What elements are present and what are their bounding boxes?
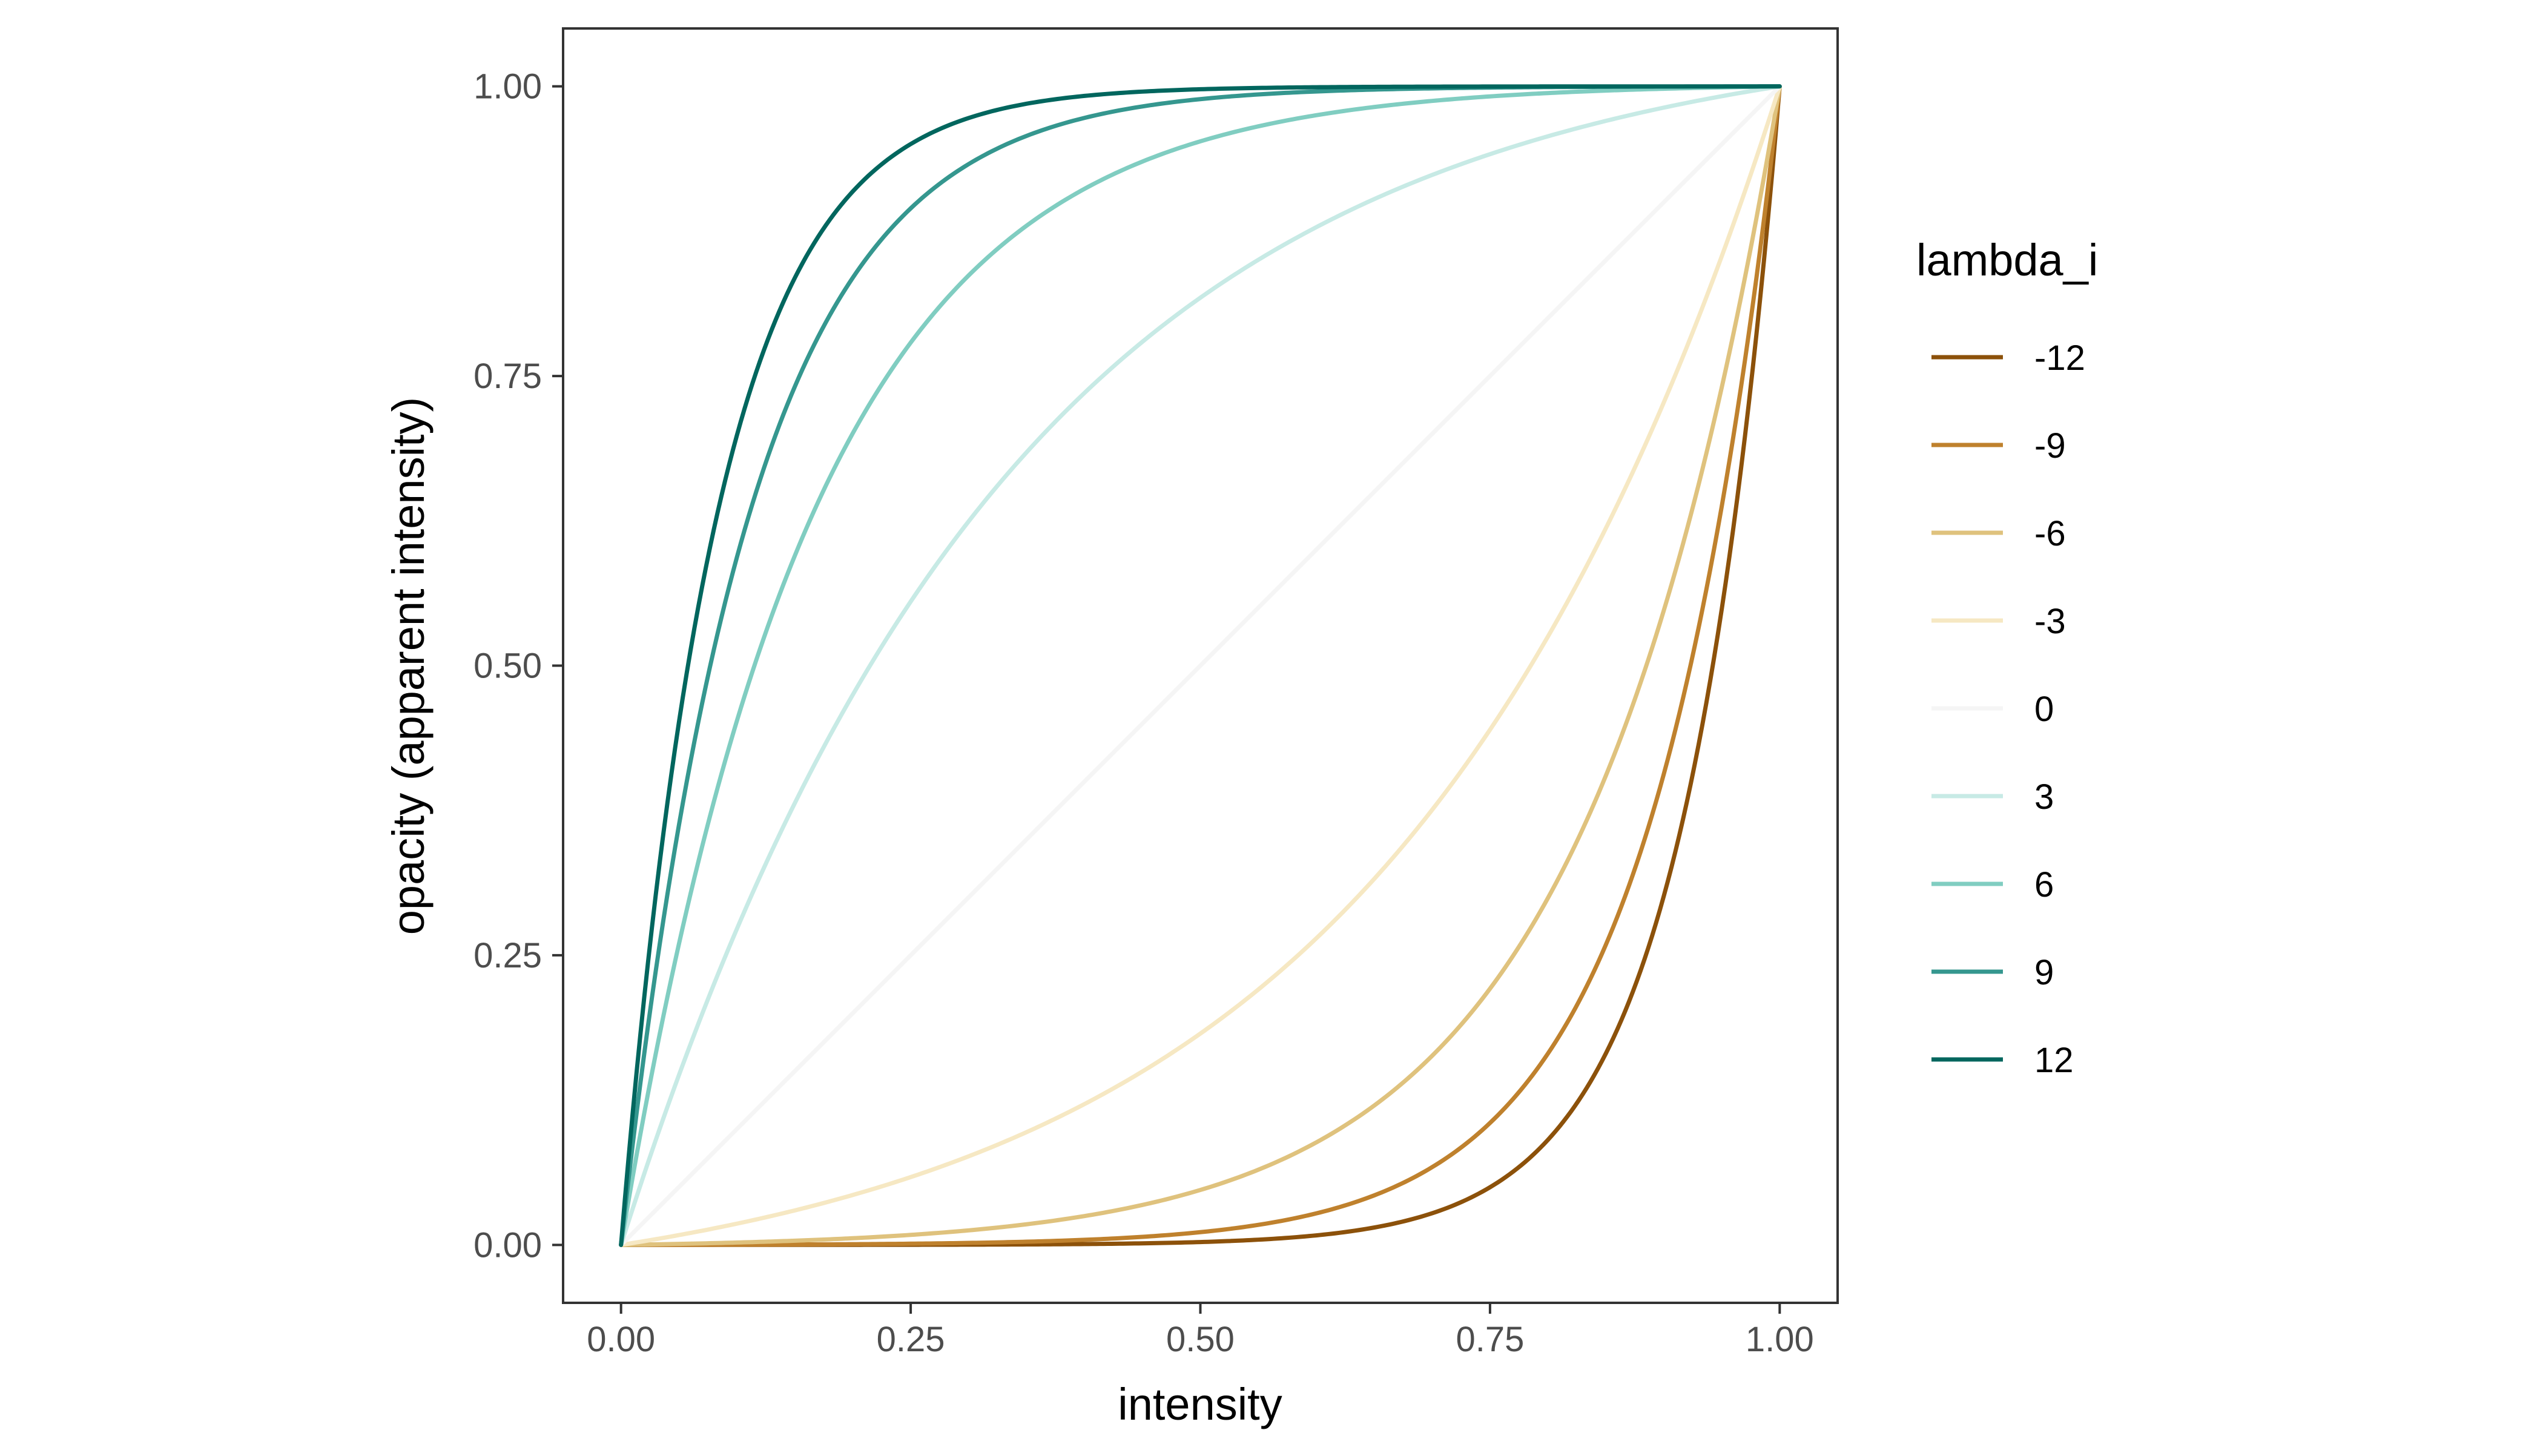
series-line-12 — [619, 84, 1782, 1247]
y-axis-title: opacity (apparent intensity) — [383, 397, 434, 935]
legend-label-9: 9 — [2034, 953, 2054, 992]
y-tick-label: 1.00 — [473, 67, 542, 107]
y-tick-label: 0.00 — [473, 1225, 542, 1265]
legend-label--12: -12 — [2034, 338, 2085, 378]
plot-layer — [619, 84, 1782, 1247]
legend-title: lambda_i — [1916, 235, 2098, 285]
legend-label-0: 0 — [2034, 690, 2054, 729]
x-tick-label: 0.75 — [1456, 1320, 1524, 1359]
y-tick-label: 0.25 — [473, 936, 542, 975]
legend-label--3: -3 — [2034, 602, 2066, 641]
series-line-0 — [619, 84, 1782, 1247]
x-tick-label: 0.00 — [587, 1320, 655, 1359]
series-line--9 — [619, 84, 1782, 1247]
x-axis-title: intensity — [1118, 1379, 1282, 1429]
x-tick-label: 0.50 — [1166, 1320, 1235, 1359]
legend: lambda_i -12 -9 -6 -3 0 3 6 9 12 — [1916, 235, 2098, 1080]
y-tick-label: 0.50 — [473, 647, 542, 686]
legend-label-6: 6 — [2034, 865, 2054, 904]
x-tick-label: 0.25 — [877, 1320, 945, 1359]
series-line-3 — [619, 84, 1782, 1247]
y-tick-label: 0.75 — [473, 357, 542, 396]
legend-label--9: -9 — [2034, 426, 2066, 466]
axes-layer: 0.00 0.25 0.50 0.75 1.00 0.00 0.25 0.50 0.75 1.00 — [473, 67, 1814, 1359]
series-line--3 — [619, 84, 1782, 1247]
legend-label-12: 12 — [2034, 1041, 2074, 1080]
legend-label-3: 3 — [2034, 777, 2054, 817]
legend-label--6: -6 — [2034, 514, 2066, 553]
series-line-6 — [619, 84, 1782, 1247]
x-tick-label: 1.00 — [1746, 1320, 1814, 1359]
series-line--6 — [619, 84, 1782, 1247]
